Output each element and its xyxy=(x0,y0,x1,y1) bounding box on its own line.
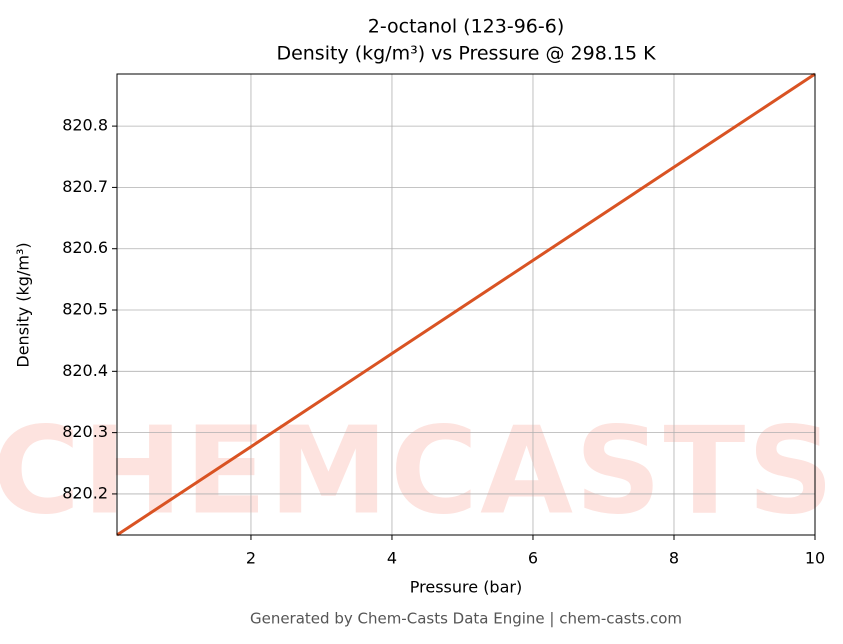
y-tick-label: 820.4 xyxy=(62,361,108,380)
y-tick-label: 820.8 xyxy=(62,116,108,135)
y-tick-label: 820.6 xyxy=(62,238,108,257)
x-axis-label: Pressure (bar) xyxy=(410,578,522,597)
y-tick-label: 820.3 xyxy=(62,422,108,441)
chart-subtitle: Density (kg/m³) vs Pressure @ 298.15 K xyxy=(276,43,656,65)
x-tick-label: 8 xyxy=(669,549,679,568)
data-line xyxy=(116,72,816,537)
watermark: CHEMCASTS xyxy=(0,403,836,542)
y-tick-label: 820.2 xyxy=(62,483,108,502)
y-tick-label: 820.5 xyxy=(62,300,108,319)
y-tick-label: 820.7 xyxy=(62,177,108,196)
x-tick-label: 6 xyxy=(528,549,538,568)
x-tick-label: 4 xyxy=(387,549,397,568)
plot-frame xyxy=(116,73,816,536)
footer: Generated by Chem-Casts Data Engine | ch… xyxy=(250,610,682,628)
x-tick-label: 10 xyxy=(805,549,825,568)
x-tick-label: 2 xyxy=(246,549,256,568)
y-axis-label: Density (kg/m³) xyxy=(14,242,33,367)
chart-title: 2-octanol (123-96-6) xyxy=(368,16,565,38)
